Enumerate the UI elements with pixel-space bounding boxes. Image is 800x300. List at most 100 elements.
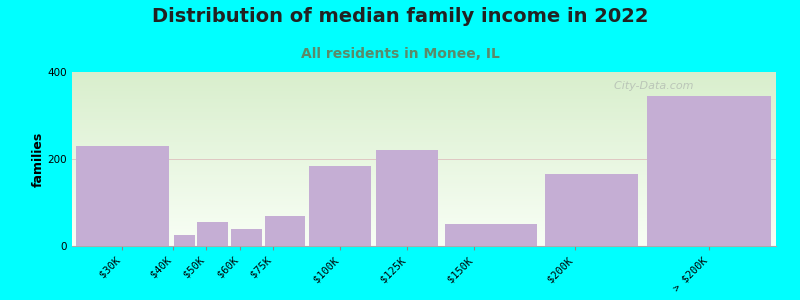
Bar — [72, 118, 776, 119]
Bar — [72, 160, 776, 161]
Bar — [72, 239, 776, 240]
Bar — [72, 209, 776, 210]
Bar — [72, 128, 776, 129]
Bar — [72, 136, 776, 137]
Bar — [72, 153, 776, 154]
Bar — [72, 126, 776, 127]
Bar — [72, 222, 776, 223]
Bar — [72, 214, 776, 215]
Bar — [72, 143, 776, 144]
Bar — [72, 199, 776, 200]
Bar — [72, 101, 776, 102]
Bar — [72, 148, 776, 149]
Bar — [72, 242, 776, 243]
Bar — [72, 226, 776, 227]
Bar — [72, 215, 776, 216]
Bar — [72, 218, 776, 219]
Bar — [72, 212, 776, 213]
Bar — [72, 138, 776, 139]
Bar — [265, 215, 305, 246]
Bar — [72, 133, 776, 134]
Bar — [72, 91, 776, 92]
Bar — [376, 150, 438, 246]
Bar — [72, 135, 776, 136]
Bar — [72, 244, 776, 245]
Bar — [72, 112, 776, 113]
Bar — [72, 158, 776, 159]
Bar — [72, 80, 776, 81]
Bar — [72, 117, 776, 118]
Bar — [72, 156, 776, 157]
Bar — [72, 179, 776, 180]
Bar — [72, 88, 776, 89]
Bar — [72, 114, 776, 115]
Bar — [72, 151, 776, 152]
Bar — [72, 159, 776, 160]
Bar — [72, 134, 776, 135]
Bar — [72, 100, 776, 101]
Bar — [72, 124, 776, 125]
Bar — [72, 220, 776, 221]
Bar — [72, 90, 776, 91]
Bar — [72, 200, 776, 201]
Bar — [72, 113, 776, 114]
Bar — [72, 150, 776, 151]
Bar — [72, 97, 776, 98]
Bar — [72, 228, 776, 229]
Bar — [174, 235, 195, 246]
Bar — [76, 146, 169, 246]
Bar — [72, 122, 776, 123]
Bar — [72, 146, 776, 147]
Y-axis label: families: families — [32, 131, 45, 187]
Text: City-Data.com: City-Data.com — [607, 81, 694, 91]
Bar — [72, 116, 776, 117]
Bar — [72, 207, 776, 208]
Bar — [72, 182, 776, 183]
Bar — [72, 180, 776, 181]
Bar — [72, 125, 776, 126]
Bar — [72, 178, 776, 179]
Bar — [72, 181, 776, 182]
Bar — [72, 83, 776, 84]
Bar — [72, 241, 776, 242]
Bar — [72, 213, 776, 214]
Bar — [310, 166, 371, 246]
Bar — [72, 104, 776, 105]
Bar — [72, 223, 776, 224]
Bar — [72, 233, 776, 234]
Bar — [72, 76, 776, 77]
Bar — [72, 106, 776, 107]
Bar — [72, 221, 776, 222]
Bar — [72, 84, 776, 85]
Bar — [72, 171, 776, 172]
Bar — [72, 140, 776, 141]
Bar — [72, 94, 776, 95]
Bar — [72, 185, 776, 186]
Bar — [72, 119, 776, 120]
Bar — [72, 111, 776, 112]
Bar — [72, 208, 776, 209]
Bar — [72, 240, 776, 241]
Bar — [72, 129, 776, 130]
Bar — [72, 177, 776, 178]
Bar — [72, 89, 776, 90]
Bar — [72, 139, 776, 140]
Bar — [72, 231, 776, 232]
Bar — [72, 98, 776, 99]
Bar — [72, 73, 776, 74]
Bar — [72, 86, 776, 87]
Bar — [72, 87, 776, 88]
Bar — [72, 96, 776, 97]
Bar — [546, 174, 638, 246]
Bar — [72, 127, 776, 128]
Bar — [72, 144, 776, 145]
Bar — [72, 92, 776, 93]
Bar — [72, 202, 776, 203]
Text: All residents in Monee, IL: All residents in Monee, IL — [301, 46, 499, 61]
Bar — [72, 131, 776, 132]
Bar — [72, 115, 776, 116]
Bar — [72, 190, 776, 191]
Bar — [72, 157, 776, 158]
Bar — [647, 96, 770, 246]
Bar — [72, 102, 776, 103]
